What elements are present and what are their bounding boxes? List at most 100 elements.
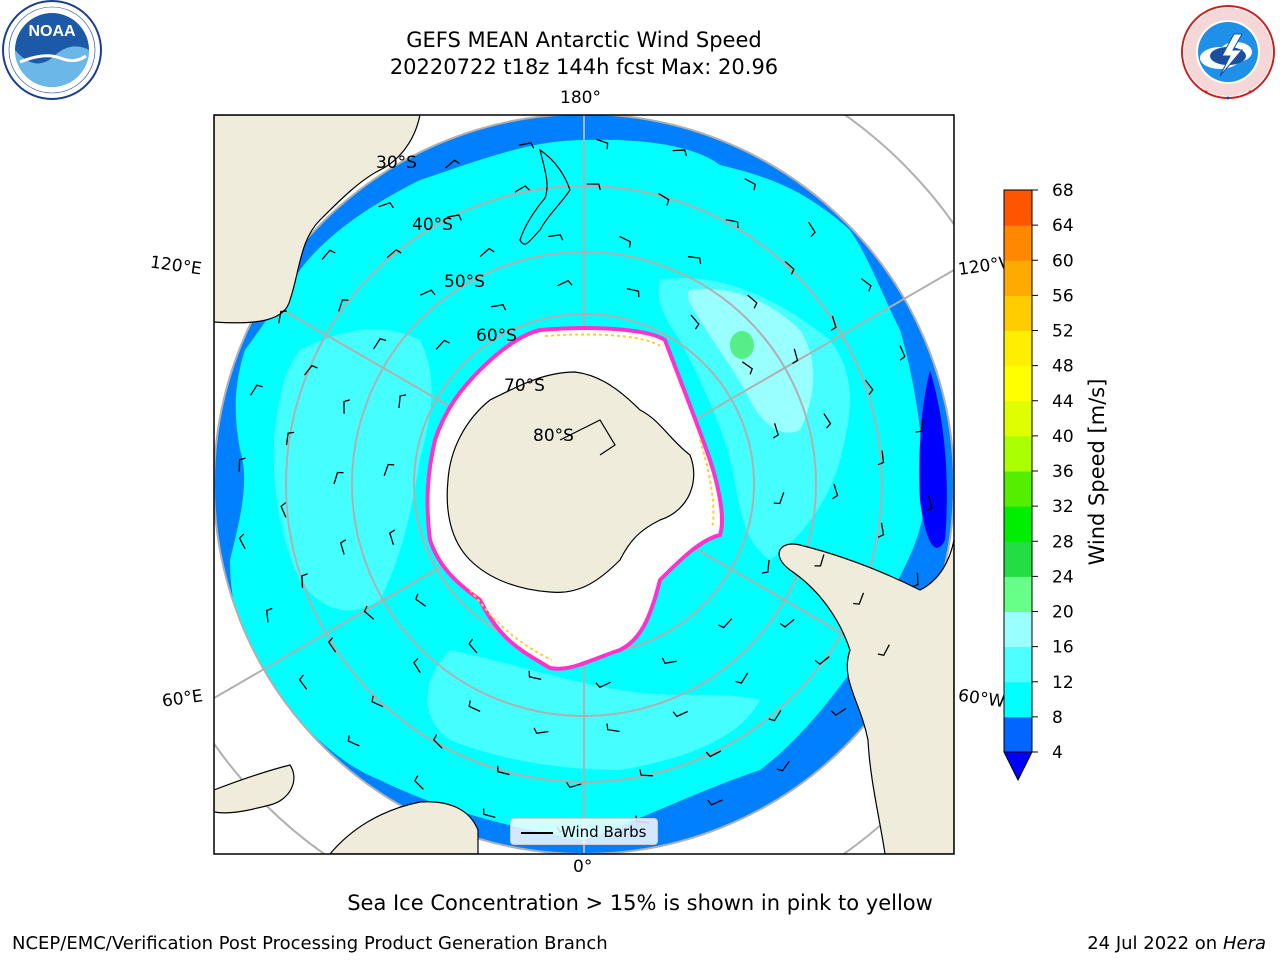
lat-label-80s: 80°S: [533, 426, 574, 446]
lon-label-0: 0°: [573, 857, 593, 877]
wind-barb: [586, 183, 601, 191]
wind-barb: [877, 522, 885, 538]
ocean-12-16: [273, 278, 850, 770]
colorbar-segment: [1004, 295, 1032, 331]
wind-barb: [792, 348, 799, 365]
wind-barb: [619, 235, 632, 248]
legend-label: Wind Barbs: [561, 823, 647, 841]
footer-credit: NCEP/EMC/Verification Post Processing Pr…: [12, 933, 608, 954]
ross-ice-coast: [559, 419, 616, 456]
wind-barb: [250, 384, 263, 396]
colorbar-tick-label: 20: [1052, 603, 1074, 623]
wind-barb: [533, 727, 549, 735]
wind-barb: [497, 765, 510, 776]
wind-barb: [415, 593, 427, 607]
colorbar-segment: [1004, 330, 1032, 367]
colorbar-tick-label: 40: [1052, 427, 1074, 447]
wind-barb: [606, 723, 620, 733]
colorbar-tick-label: 36: [1052, 462, 1074, 482]
wind-barb: [301, 573, 308, 588]
wind-barb: [566, 782, 582, 789]
wind-barb: [814, 554, 825, 567]
wind-barb: [814, 656, 830, 665]
colorbar-tick-label: 12: [1052, 673, 1074, 693]
wind-barb: [266, 607, 273, 623]
colorbar-tick-label: 28: [1052, 532, 1074, 552]
wind-barb-legend-line: [521, 832, 553, 834]
colorbar-tick-label: 60: [1052, 251, 1074, 271]
wind-barb: [338, 299, 349, 312]
wind-barb: [280, 502, 287, 518]
wind-barb: [435, 339, 450, 350]
antarctica-land: [446, 371, 695, 593]
wind-barb: [707, 799, 723, 806]
colorbar-segment: [1004, 471, 1032, 507]
wind-barb: [278, 310, 287, 324]
wind-barb: [830, 708, 847, 716]
colorbar-extend-arrow: [1003, 751, 1033, 782]
wind-barb: [725, 219, 739, 228]
wind-barb: [378, 202, 394, 209]
wind-barb: [853, 592, 865, 605]
colorbar-segment: [1004, 260, 1032, 296]
wind-barb: [899, 345, 906, 361]
colorbar-tick-label: 56: [1052, 286, 1074, 306]
colorbar-tick-label: 44: [1052, 392, 1074, 412]
wind-barb: [784, 260, 795, 275]
wind-barb: [386, 248, 402, 259]
wind-barb: [877, 644, 890, 657]
wind-barb: [519, 142, 535, 149]
colorbar-segment: [1004, 611, 1032, 648]
colorbar-tick-label: 16: [1052, 638, 1074, 658]
wind-barb: [658, 192, 670, 206]
wind-barb: [446, 214, 462, 221]
wind-barb: [864, 379, 874, 395]
wind-barb: [626, 287, 640, 298]
colorbar-segment: [1004, 435, 1032, 472]
wind-barb: [823, 413, 832, 429]
colorbar-segment: [1004, 576, 1032, 612]
colorbar-tick-label: 68: [1052, 181, 1074, 201]
wind-barb: [479, 247, 495, 258]
wind-barb: [687, 255, 702, 265]
colorbar-tick-label: 48: [1052, 357, 1074, 377]
wind-barb: [747, 294, 758, 309]
wind-barb: [383, 463, 395, 477]
wind-barb: [528, 670, 542, 681]
colorbar-tick-label: 64: [1052, 216, 1074, 236]
wind-barb: [482, 808, 496, 819]
wind-barb: [860, 278, 872, 292]
wind-barb: [468, 700, 481, 712]
wind-barb: [761, 559, 770, 574]
wind-barb: [915, 419, 924, 433]
wind-barb: [672, 710, 689, 718]
wind-barb: [877, 450, 885, 466]
lat-label-50s: 50°S: [444, 272, 485, 292]
wind-barb: [432, 734, 443, 749]
lat-label-70s: 70°S: [504, 376, 545, 396]
wind-barbs: [238, 138, 933, 833]
wind-barb: [238, 457, 246, 472]
colorbar-segment: [1004, 400, 1032, 437]
noaa-logo-text: NOAA: [28, 23, 76, 40]
wind-barb: [303, 364, 318, 376]
noaa-logo: NOAA: [2, 0, 102, 100]
wind-barb: [768, 710, 782, 722]
map-frame: [213, 114, 955, 855]
wind-barb: [398, 394, 407, 409]
wind-barb: [772, 423, 779, 439]
wind-barb: [776, 760, 790, 772]
wind-barb: [548, 234, 564, 241]
colorbar-segment: [1004, 681, 1032, 718]
wind-barb: [333, 471, 344, 485]
wind-barb: [491, 303, 507, 311]
wind-barb: [389, 529, 396, 545]
wind-barb: [773, 491, 785, 505]
footer-date: 24 Jul 2022 on Hera: [1087, 933, 1266, 954]
colorbar-tick-label: 24: [1052, 567, 1074, 587]
wind-barb: [347, 735, 360, 747]
colorbar-label: Wind Speed [m/s]: [1085, 378, 1109, 566]
wind-barb: [672, 149, 688, 156]
